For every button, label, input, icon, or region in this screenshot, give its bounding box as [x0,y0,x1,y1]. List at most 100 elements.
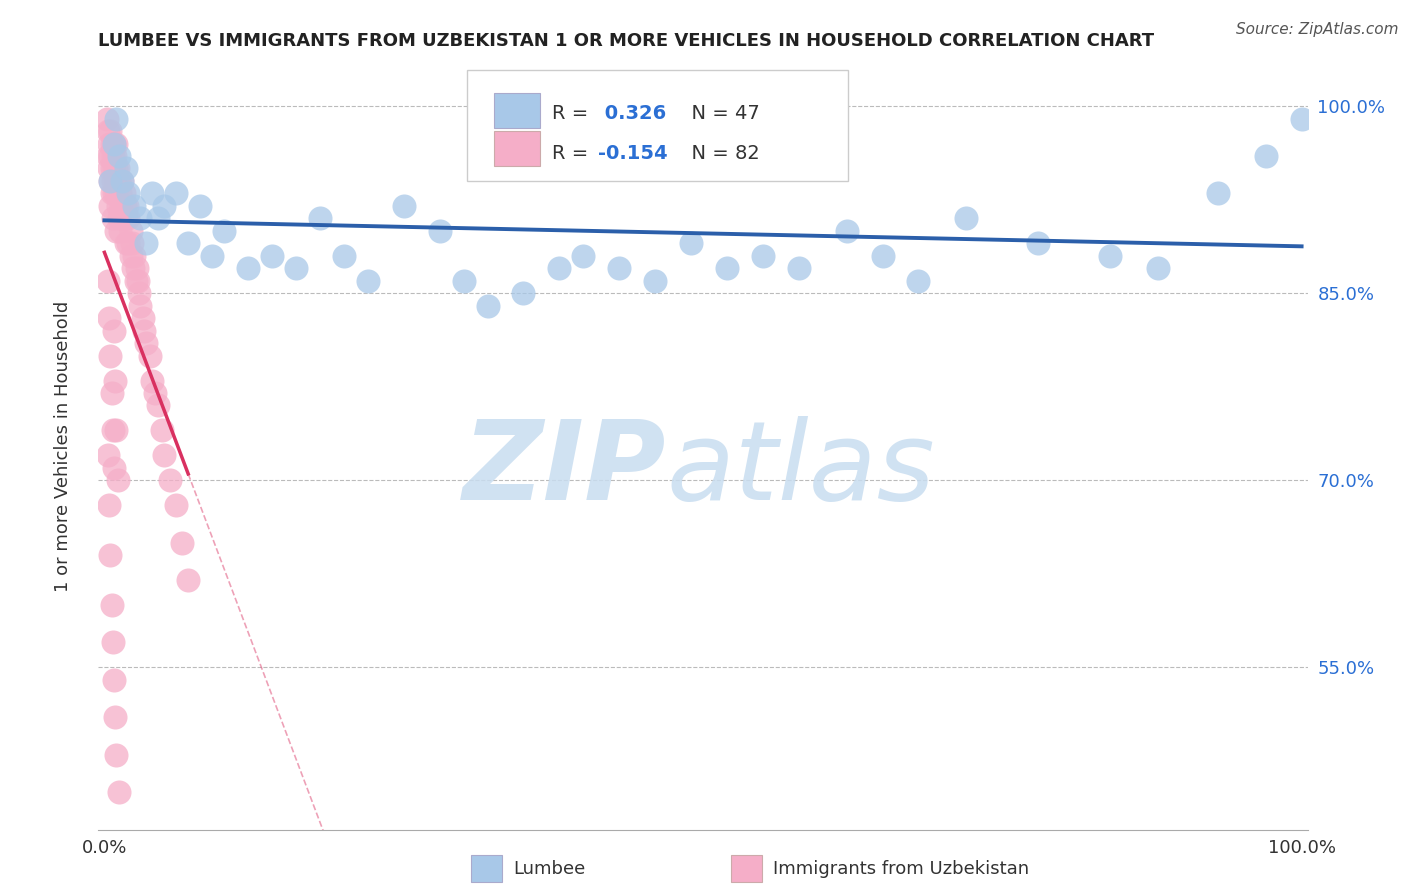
Point [150,424,173,438]
Point [124,199,146,213]
Point [97,448,120,462]
Point [115,161,138,176]
Point [103,136,125,151]
Point [117,211,139,226]
Point [101,174,124,188]
Point [101,424,124,438]
Point [114,199,136,213]
Point [107,161,129,176]
Point [107,473,129,487]
Point [104,710,127,724]
Point [153,199,176,213]
Point [121,236,143,251]
Point [105,224,128,238]
Point [148,211,170,226]
Point [872,249,894,263]
Point [129,299,152,313]
Point [333,249,356,263]
Point [104,374,127,388]
FancyBboxPatch shape [467,70,848,181]
Point [103,161,125,176]
Point [97,274,120,288]
Text: -0.154: -0.154 [598,145,668,163]
Text: 1 or more Vehicles in Household: 1 or more Vehicles in Household [55,301,72,591]
Text: Lumbee: Lumbee [513,860,585,878]
Point [129,211,152,226]
Point [100,199,122,213]
Point [107,149,129,163]
Point [679,236,702,251]
Point [110,199,132,213]
Point [100,548,122,562]
Point [644,274,666,288]
Point [1254,149,1277,163]
Point [112,186,135,201]
Point [548,261,571,276]
Point [309,211,332,226]
Point [108,224,131,238]
Point [100,186,122,201]
Point [103,324,125,338]
Point [103,186,125,201]
Text: ZIP: ZIP [463,416,666,523]
Point [835,224,858,238]
Point [117,186,139,201]
Point [177,573,200,587]
Point [1026,236,1049,251]
Text: R =: R = [551,145,595,163]
Point [120,249,142,263]
Point [135,236,157,251]
Point [477,299,499,313]
Point [453,274,475,288]
Point [1099,249,1122,263]
Point [101,635,124,649]
Point [153,448,176,462]
Point [107,785,129,799]
Point [607,261,630,276]
Point [907,274,929,288]
Point [98,498,121,512]
Point [165,498,187,512]
Point [165,186,187,201]
Point [111,174,134,188]
Text: R =: R = [551,104,595,123]
Point [97,124,120,138]
Point [98,311,121,326]
Point [124,274,146,288]
Point [103,673,125,687]
Point [108,186,131,201]
Point [128,286,150,301]
Point [115,236,138,251]
Point [100,349,122,363]
Point [512,286,534,301]
Point [143,386,166,401]
Point [105,424,128,438]
Point [120,224,142,238]
Point [105,136,128,151]
Text: Source: ZipAtlas.com: Source: ZipAtlas.com [1236,22,1399,37]
Point [787,261,810,276]
Point [132,324,155,338]
FancyBboxPatch shape [494,93,540,128]
Point [96,112,118,126]
Point [105,161,128,176]
Point [159,473,181,487]
Point [105,186,128,201]
Point [111,174,134,188]
Point [105,747,128,762]
Point [236,261,259,276]
Point [98,161,121,176]
Point [115,211,138,226]
Point [107,174,129,188]
Point [100,386,122,401]
Point [127,274,149,288]
Point [188,199,211,213]
Point [357,274,380,288]
FancyBboxPatch shape [494,131,540,166]
Point [103,136,125,151]
Point [135,336,157,351]
Point [141,186,163,201]
Point [97,149,120,163]
Point [100,161,122,176]
Text: atlas: atlas [666,416,935,523]
